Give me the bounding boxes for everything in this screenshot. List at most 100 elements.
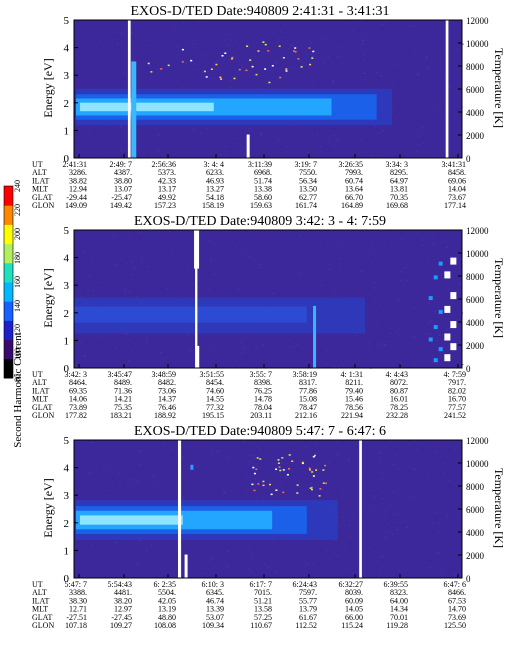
noise-speck bbox=[350, 465, 353, 467]
bright-spot bbox=[450, 292, 457, 300]
noise-speck bbox=[372, 152, 375, 154]
noise-speck bbox=[380, 471, 383, 473]
table-cell: 73.67 bbox=[448, 193, 466, 202]
table-cell: 6233. bbox=[206, 168, 224, 177]
noise-speck bbox=[427, 476, 430, 478]
scatter-dot bbox=[293, 50, 295, 52]
noise-speck bbox=[460, 141, 463, 143]
noise-speck bbox=[374, 25, 377, 27]
noise-speck bbox=[348, 514, 351, 516]
scatter-dot bbox=[190, 59, 193, 62]
noise-speck bbox=[283, 493, 285, 495]
noise-speck bbox=[250, 557, 253, 559]
noise-speck bbox=[318, 245, 321, 247]
noise-speck bbox=[313, 81, 315, 83]
scatter-dot bbox=[275, 468, 278, 470]
noise-speck bbox=[211, 448, 214, 450]
noise-speck bbox=[341, 346, 344, 348]
noise-speck bbox=[81, 282, 84, 284]
noise-speck bbox=[361, 43, 364, 45]
bright-spot bbox=[190, 464, 194, 470]
noise-speck bbox=[300, 283, 303, 285]
table-cell: 66.00 bbox=[345, 613, 363, 622]
noise-speck bbox=[181, 498, 184, 500]
scatter-dot bbox=[309, 469, 311, 471]
table-cell: 14.21 bbox=[114, 395, 132, 404]
y-tick-label: 5 bbox=[64, 435, 70, 447]
noise-speck bbox=[333, 145, 336, 147]
noise-speck bbox=[164, 444, 167, 446]
noise-speck bbox=[389, 332, 392, 334]
noise-speck bbox=[368, 519, 371, 521]
bright-spot bbox=[428, 296, 433, 301]
table-cell: 56.34 bbox=[299, 176, 317, 185]
noise-speck bbox=[98, 24, 101, 26]
scatter-dot bbox=[294, 51, 297, 53]
y-tick-label: 2 bbox=[64, 98, 70, 110]
table-cell: 3:48:59 bbox=[152, 370, 176, 379]
noise-speck bbox=[425, 57, 428, 59]
noise-speck bbox=[287, 48, 290, 50]
noise-speck bbox=[254, 484, 256, 486]
noise-speck bbox=[229, 87, 232, 88]
scatter-dot bbox=[268, 81, 271, 84]
noise-speck bbox=[259, 263, 262, 265]
noise-speck bbox=[227, 486, 230, 488]
scatter-dot bbox=[309, 63, 312, 66]
table-cell: 2:56:36 bbox=[152, 160, 176, 169]
noise-speck bbox=[419, 71, 422, 73]
noise-speck bbox=[145, 339, 148, 341]
noise-speck bbox=[223, 492, 226, 493]
scatter-dot bbox=[269, 483, 271, 486]
noise-speck bbox=[385, 324, 387, 326]
y-right-tick-label: 8000 bbox=[466, 482, 485, 492]
noise-speck bbox=[388, 340, 391, 342]
table-cell: 14.37 bbox=[158, 395, 176, 404]
noise-speck bbox=[398, 299, 401, 301]
noise-speck bbox=[379, 132, 382, 134]
table-cell: 3:19: 7 bbox=[295, 160, 317, 169]
scatter-dot bbox=[215, 63, 218, 66]
noise-speck bbox=[133, 266, 136, 268]
table-cell: 78.47 bbox=[299, 403, 317, 412]
panel-3-title: EXOS-D/TED Date:940809 5:47: 7 - 6:47: 6 bbox=[134, 424, 386, 439]
table-cell: 38.30 bbox=[69, 596, 87, 605]
scatter-dot bbox=[288, 454, 291, 456]
scatter-dot bbox=[286, 474, 289, 476]
noise-speck bbox=[187, 246, 190, 248]
noise-speck bbox=[234, 81, 237, 83]
noise-speck bbox=[374, 125, 377, 127]
noise-speck bbox=[285, 476, 287, 478]
noise-speck bbox=[246, 492, 248, 494]
noise-speck bbox=[225, 34, 228, 36]
noise-speck bbox=[321, 489, 324, 491]
noise-speck bbox=[128, 235, 131, 237]
noise-speck bbox=[393, 490, 396, 492]
noise-speck bbox=[306, 151, 309, 153]
noise-speck bbox=[255, 346, 257, 348]
scatter-dot bbox=[311, 57, 314, 59]
noise-speck bbox=[373, 288, 376, 290]
noise-speck bbox=[363, 53, 365, 55]
colorbar-tick-label: 120 bbox=[13, 324, 22, 336]
table-cell: 6:24:43 bbox=[293, 580, 317, 589]
data-gap bbox=[196, 345, 200, 368]
noise-speck bbox=[382, 555, 384, 557]
table-cell: 13.50 bbox=[299, 185, 317, 194]
noise-speck bbox=[438, 509, 441, 511]
noise-speck bbox=[440, 574, 443, 576]
noise-speck bbox=[250, 337, 253, 339]
noise-speck bbox=[445, 328, 448, 330]
scatter-dot bbox=[246, 45, 249, 47]
noise-speck bbox=[333, 539, 336, 541]
scatter-dot bbox=[322, 469, 325, 471]
scatter-dot bbox=[313, 454, 316, 457]
bright-spot bbox=[433, 275, 438, 280]
table-cell: 3:11:39 bbox=[248, 160, 272, 169]
scatter-dot bbox=[315, 469, 318, 471]
noise-speck bbox=[327, 141, 330, 143]
table-cell: 5504. bbox=[158, 588, 176, 597]
scatter-dot bbox=[255, 468, 258, 471]
noise-speck bbox=[347, 459, 350, 461]
